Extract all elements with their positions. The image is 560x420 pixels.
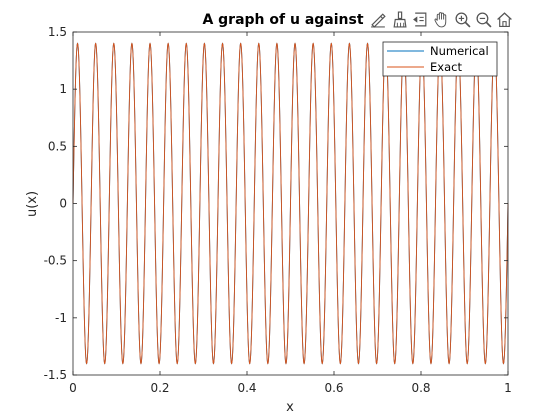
y-tick-label: -0.5 [44, 254, 67, 268]
data-tips-button[interactable] [410, 9, 430, 29]
y-tick-label: 1.5 [48, 25, 67, 39]
y-tick-label: -1 [55, 311, 67, 325]
legend-label-numerical: Numerical [430, 44, 489, 58]
edit-plot-icon [370, 12, 386, 28]
x-tick-label: 0.6 [324, 381, 343, 395]
x-tick-label: 0.8 [411, 381, 430, 395]
x-tick-label: 0 [69, 381, 77, 395]
x-tick-label: 0.2 [150, 381, 169, 395]
zoom-in-button[interactable] [452, 9, 472, 29]
ticks-layer: 0 0.2 0.4 0.6 0.8 1 -1.5 -1 -0.5 0 0.5 1 1.5 [44, 25, 512, 395]
brush-button[interactable] [389, 9, 409, 29]
y-tick-label: 0.5 [48, 139, 67, 153]
series-line-exact [72, 42, 509, 365]
y-tick-label: 1 [59, 82, 67, 96]
zoom-out-button[interactable] [473, 9, 493, 29]
legend-label-exact: Exact [430, 60, 462, 74]
chart-title: A graph of u against [202, 12, 363, 28]
data-tips-icon [412, 12, 426, 26]
edit-plot-button[interactable] [368, 9, 388, 29]
y-axis-label: u(x) [25, 191, 40, 217]
legend[interactable]: Numerical Exact [382, 41, 498, 77]
x-tick-label: 1 [504, 381, 512, 395]
zoom-out-icon [475, 11, 492, 28]
x-tick-label: 0.4 [237, 381, 256, 395]
legend-box [382, 41, 498, 77]
series-layer [72, 42, 509, 365]
pan-icon [433, 11, 446, 27]
home-button[interactable] [494, 9, 514, 29]
axes-toolbar [368, 8, 514, 30]
y-tick-label: 0 [59, 197, 67, 211]
brush-icon [393, 10, 407, 28]
y-tick-label: -1.5 [44, 368, 67, 382]
home-icon [496, 11, 512, 27]
pan-button[interactable] [431, 9, 451, 29]
zoom-in-icon [454, 11, 471, 28]
x-axis-label: x [286, 400, 294, 415]
